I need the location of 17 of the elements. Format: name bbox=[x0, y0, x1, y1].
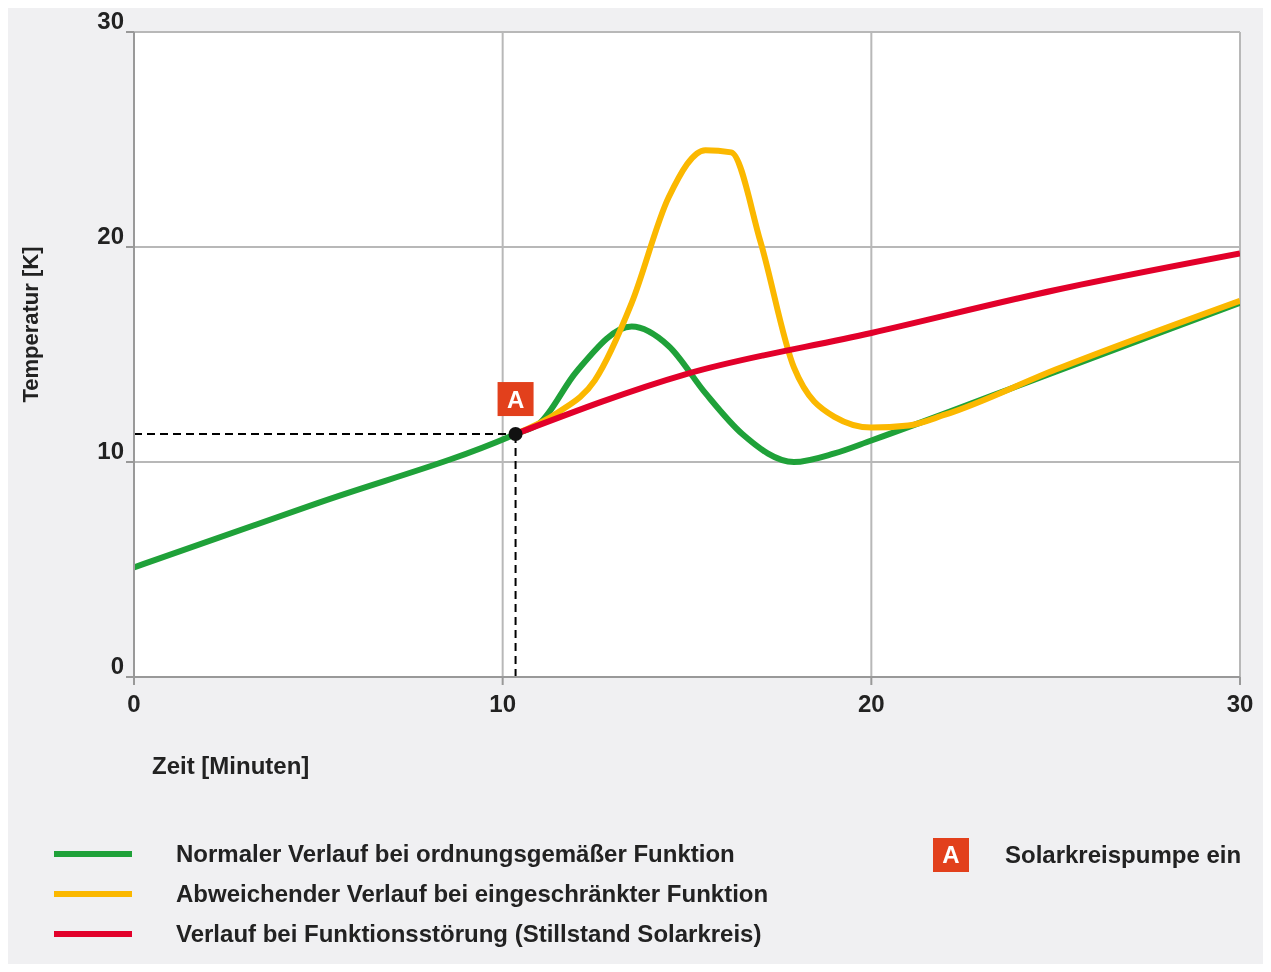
y-tick-label: 30 bbox=[97, 6, 124, 34]
y-axis-title: Temperatur [K] bbox=[17, 246, 43, 403]
x-axis-title: Zeit [Minuten] bbox=[152, 752, 310, 779]
y-tick-label: 20 bbox=[97, 221, 124, 249]
legend-label: Abweichender Verlauf bei eingeschränkter Funktion bbox=[176, 880, 769, 908]
y-tick-label: 10 bbox=[97, 436, 124, 464]
text: A bbox=[942, 841, 960, 868]
label-box: A bbox=[497, 382, 534, 417]
x-tick-label: 0 bbox=[127, 690, 141, 718]
y-tick-label: 0 bbox=[110, 651, 124, 679]
x-tick-label: 30 bbox=[1226, 690, 1254, 718]
legend-label: Verlauf bei Funktionsstörung (Stillstand Solarkreis) bbox=[176, 920, 762, 948]
text: Solarkreispumpe ein bbox=[1005, 841, 1242, 869]
legend-label: Normaler Verlauf bei ordnungsgemäßer Funktion bbox=[176, 840, 735, 868]
x-tick-label: 10 bbox=[489, 690, 517, 718]
annotation: A bbox=[506, 386, 525, 414]
x-tick-label: 20 bbox=[857, 690, 885, 718]
